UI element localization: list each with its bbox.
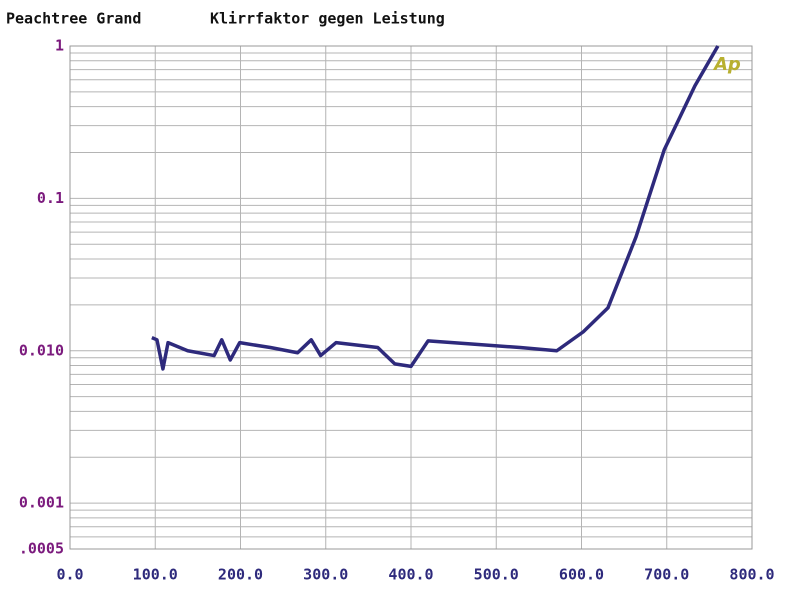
plot-border <box>69 45 753 550</box>
data-line <box>151 45 720 371</box>
x-tick-label: 500.0 <box>474 566 519 584</box>
y-tick-label: .0005 <box>19 540 64 558</box>
y-tick-label: 0.1 <box>37 189 64 207</box>
y-tick-label: 1 <box>55 37 64 55</box>
x-tick-label: 200.0 <box>218 566 263 584</box>
x-tick-label: 600.0 <box>559 566 604 584</box>
y-tick-label: 0.010 <box>19 341 64 359</box>
x-tick-label: 700.0 <box>644 566 689 584</box>
x-tick-label: 0.0 <box>56 566 83 584</box>
x-tick-label: 300.0 <box>303 566 348 584</box>
y-tick-label: 0.001 <box>19 494 64 512</box>
x-tick-label: 100.0 <box>133 566 178 584</box>
chart-subtitle: Klirrfaktor gegen Leistung <box>210 10 445 28</box>
x-tick-label: 400.0 <box>388 566 433 584</box>
chart-title: Peachtree Grand <box>6 10 141 28</box>
logo: Ap <box>712 54 741 75</box>
x-tick-label: 800.0 <box>729 566 774 584</box>
